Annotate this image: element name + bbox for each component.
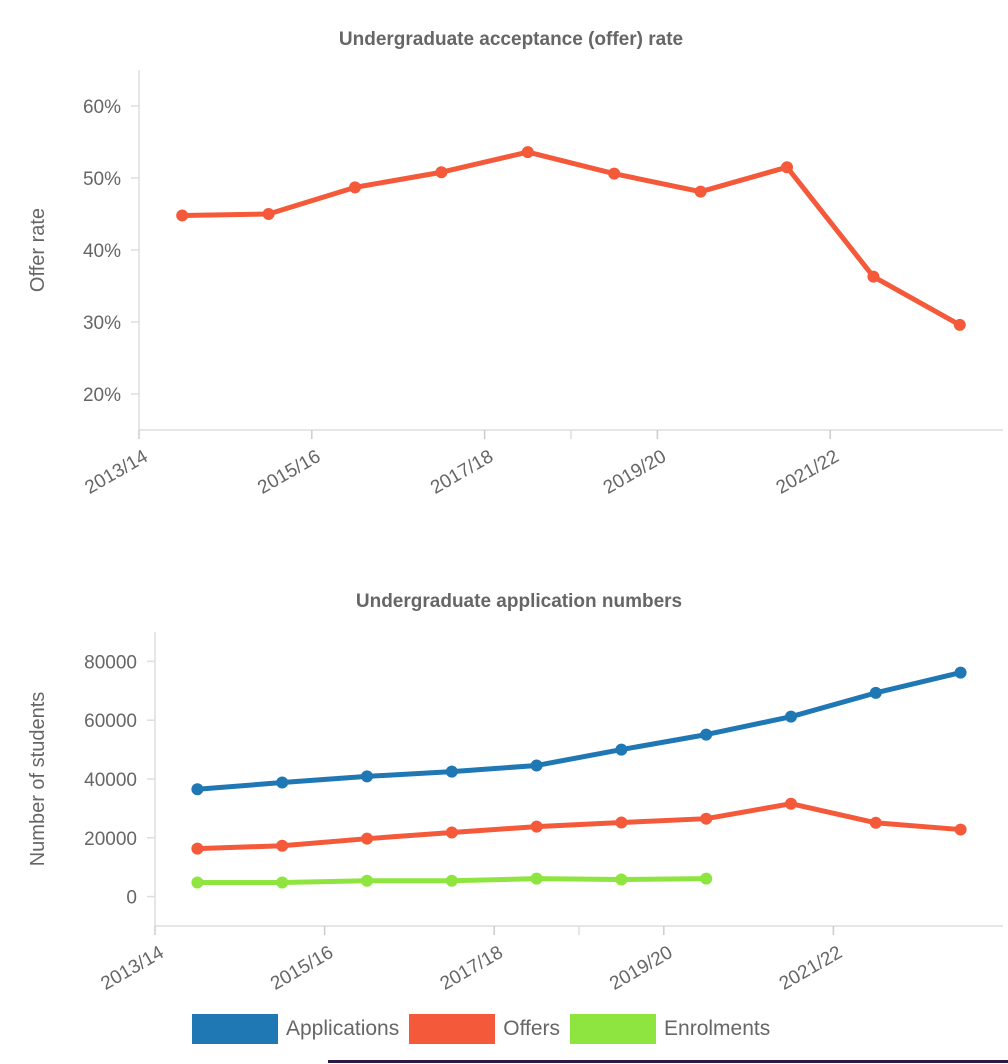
legend-label: Enrolments xyxy=(664,1017,771,1040)
data-point xyxy=(276,876,289,889)
x-tick-label: 2013/14 xyxy=(98,942,168,995)
x-tick-label: 2021/22 xyxy=(773,446,843,499)
data-point xyxy=(615,816,628,829)
series-line-offers xyxy=(197,801,961,852)
y-tick-label: 20% xyxy=(83,385,121,406)
data-point xyxy=(615,873,628,886)
data-point xyxy=(700,812,713,825)
series-line-applications xyxy=(197,670,962,792)
data-point xyxy=(785,797,797,810)
data-point xyxy=(435,166,448,179)
data-point xyxy=(176,209,189,222)
x-tick-label: 2021/22 xyxy=(776,942,846,995)
y-tick-label: 40000 xyxy=(84,770,137,791)
data-point xyxy=(869,816,882,829)
data-point xyxy=(361,832,373,845)
x-tick-label: 2017/18 xyxy=(427,446,497,499)
data-point xyxy=(700,872,713,885)
y-tick-label: 60% xyxy=(83,97,121,118)
data-point xyxy=(700,728,713,741)
data-point xyxy=(785,710,797,723)
legend-swatch-enrolments xyxy=(570,1014,657,1044)
legend-item-applications[interactable]: Applications xyxy=(192,1014,399,1044)
data-point xyxy=(954,823,967,836)
y-tick-label: 60000 xyxy=(84,711,137,732)
y-tick-label: 30% xyxy=(83,313,121,334)
data-point xyxy=(530,820,543,833)
data-point xyxy=(953,318,966,331)
series-line-offer-rate xyxy=(182,149,962,328)
legend-label: Offers xyxy=(503,1017,561,1040)
y-tick-label: 40% xyxy=(83,241,121,262)
data-point xyxy=(521,146,534,159)
data-point xyxy=(445,765,458,778)
data-point xyxy=(781,161,793,174)
y-axis-label: Number of students xyxy=(27,692,49,867)
chart-title: Undergraduate application numbers xyxy=(356,591,682,612)
legend-item-offers[interactable]: Offers xyxy=(409,1014,560,1044)
data-point xyxy=(191,842,204,855)
data-point xyxy=(262,208,275,220)
legend: Applications Offers Enrolments xyxy=(192,1014,780,1044)
data-point xyxy=(276,839,289,852)
data-point xyxy=(867,270,880,283)
legend-label: Applications xyxy=(286,1017,400,1040)
data-point xyxy=(361,770,373,783)
legend-swatch-applications xyxy=(192,1014,278,1044)
x-tick-label: 2013/14 xyxy=(82,446,152,499)
data-point xyxy=(608,167,621,180)
legend-item-enrolments[interactable]: Enrolments xyxy=(570,1014,770,1044)
data-point xyxy=(530,759,543,772)
legend-swatch-offers xyxy=(409,1014,496,1044)
x-tick-label: 2015/16 xyxy=(267,942,337,995)
data-point xyxy=(191,876,204,889)
data-point xyxy=(276,776,289,789)
data-point xyxy=(694,185,707,198)
data-point xyxy=(361,874,373,887)
y-tick-label: 0 xyxy=(126,888,137,909)
data-point xyxy=(445,826,458,839)
x-tick-label: 2017/18 xyxy=(437,942,507,995)
y-tick-label: 50% xyxy=(83,169,121,190)
data-point xyxy=(445,874,458,887)
x-tick-label: 2015/16 xyxy=(254,446,324,499)
y-axis-label: Offer rate xyxy=(27,208,49,292)
x-tick-label: 2019/20 xyxy=(600,446,670,499)
data-point xyxy=(615,743,628,756)
data-point xyxy=(191,783,204,796)
x-tick-label: 2019/20 xyxy=(606,942,676,995)
data-point xyxy=(954,666,967,679)
y-tick-label: 80000 xyxy=(84,652,137,673)
data-point xyxy=(530,872,543,885)
data-point xyxy=(349,181,361,194)
y-tick-label: 20000 xyxy=(84,829,137,850)
bottom-divider xyxy=(328,1060,1008,1063)
chart-title: Undergraduate acceptance (offer) rate xyxy=(339,29,683,50)
data-point xyxy=(869,686,882,699)
